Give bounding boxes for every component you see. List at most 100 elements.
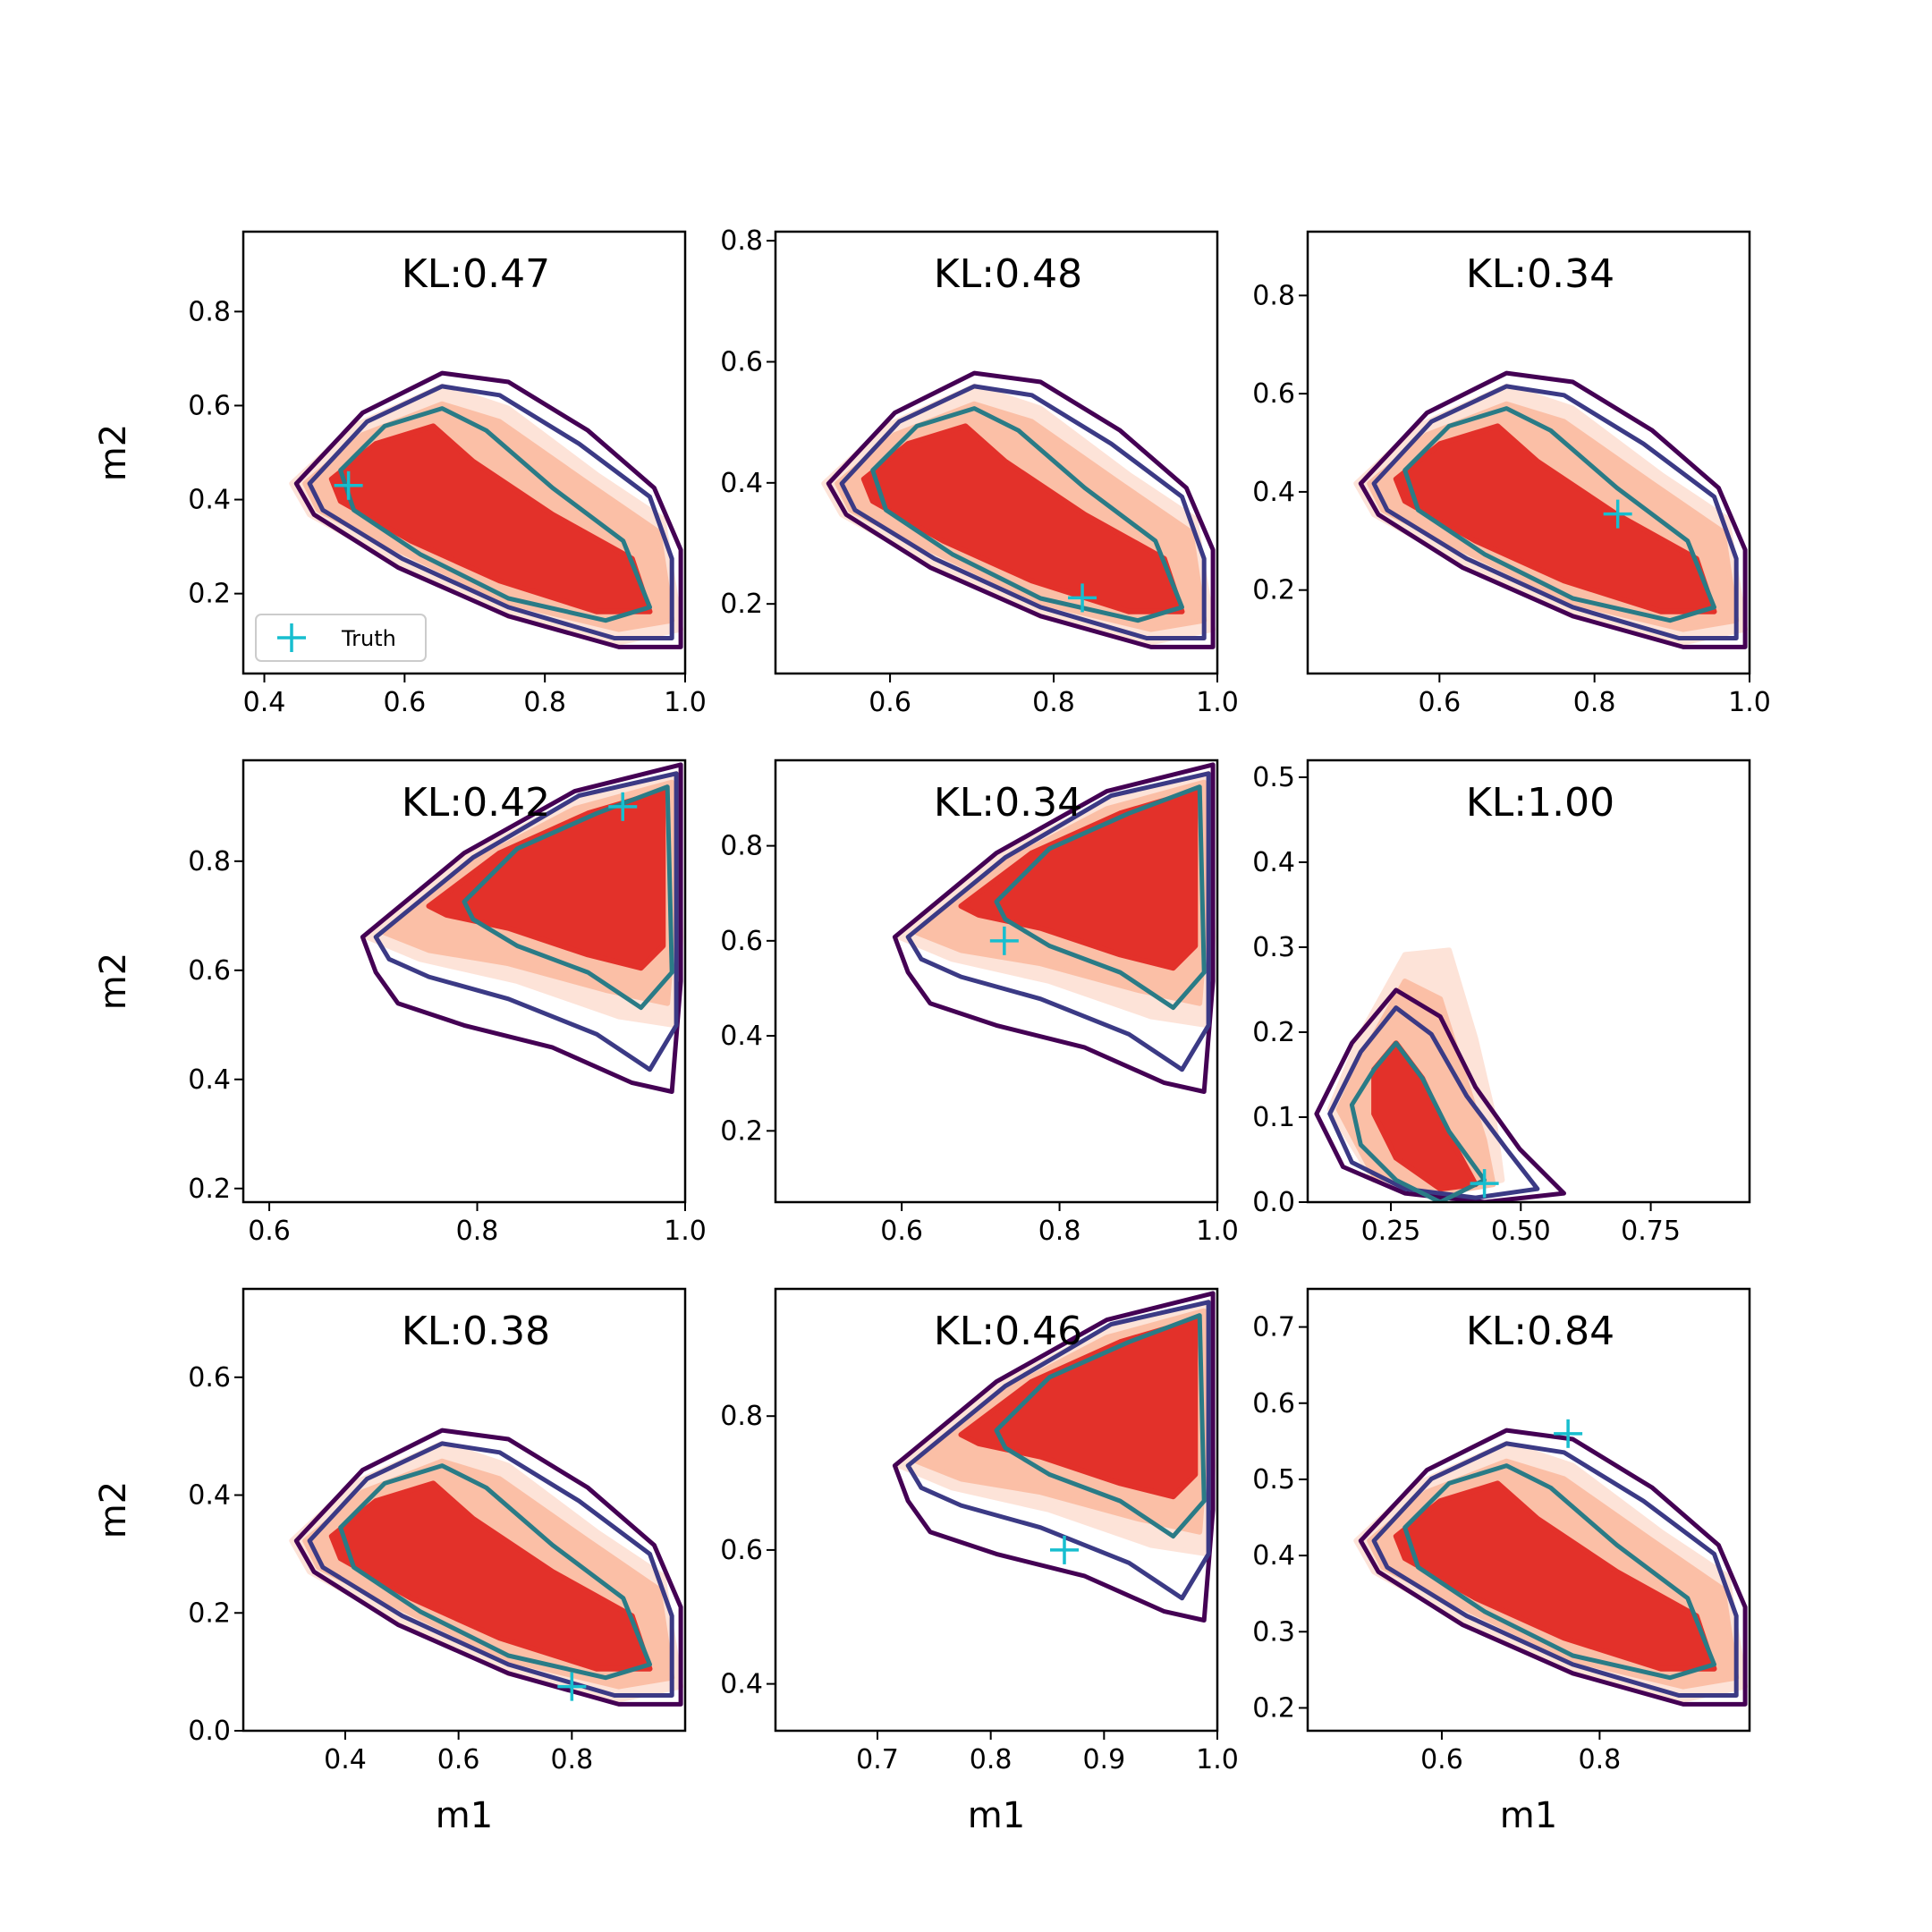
truth-marker bbox=[608, 792, 638, 821]
y-tick-label: 0.4 bbox=[720, 1021, 763, 1052]
density-contour-mid bbox=[373, 771, 679, 1072]
y-tick-label: 0.2 bbox=[188, 1597, 231, 1629]
x-tick-label: 1.0 bbox=[664, 687, 707, 718]
x-tick-label: 0.6 bbox=[1420, 1744, 1463, 1775]
density-contour-outer bbox=[892, 762, 1216, 1094]
y-tick-label: 0.5 bbox=[1252, 1464, 1295, 1496]
density-contour-inner bbox=[1402, 406, 1716, 623]
x-tick-label: 1.0 bbox=[1196, 1744, 1239, 1775]
y-tick-label: 0.4 bbox=[720, 468, 763, 499]
legend-truth-marker bbox=[277, 623, 306, 652]
y-axis-label: m2 bbox=[93, 953, 134, 1010]
y-tick-label: 0.2 bbox=[188, 579, 231, 610]
y-tick-label: 0.1 bbox=[1252, 1102, 1295, 1133]
kl-annotation: KL:0.46 bbox=[934, 1309, 1082, 1354]
y-tick-label: 0.8 bbox=[720, 225, 763, 257]
y-tick-label: 0.8 bbox=[720, 831, 763, 862]
y-tick-label: 0.8 bbox=[720, 1401, 763, 1432]
y-tick-label: 0.6 bbox=[188, 390, 231, 421]
x-tick-label: 0.50 bbox=[1491, 1216, 1551, 1247]
panel-8: 0.7 0.8 0.9 1.0 0.4 0.6 0.8 KL:0.46 m1 bbox=[720, 1287, 1239, 1836]
x-tick-label: 0.6 bbox=[869, 687, 911, 718]
panel-6: 0.25 0.50 0.75 0.0 0.1 0.2 0.3 0.4 0.5 KL:1.00 bbox=[1252, 758, 1751, 1247]
x-tick-label: 0.25 bbox=[1361, 1216, 1421, 1247]
x-tick-label: 0.8 bbox=[970, 1744, 1013, 1775]
truth-marker bbox=[1050, 1535, 1079, 1564]
density-contour-outer bbox=[892, 1291, 1216, 1623]
x-tick-label: 0.4 bbox=[324, 1744, 367, 1775]
x-tick-label: 0.8 bbox=[456, 1216, 499, 1247]
y-tick-label: 0.8 bbox=[188, 296, 231, 327]
density-contour-inner bbox=[462, 784, 674, 1011]
truth-marker bbox=[334, 470, 363, 500]
kl-annotation: KL:0.38 bbox=[402, 1309, 550, 1354]
density-contour-inner bbox=[870, 406, 1184, 623]
x-tick-label: 0.8 bbox=[1038, 1216, 1081, 1247]
y-axis-label: m2 bbox=[93, 424, 134, 481]
x-tick-label: 0.7 bbox=[856, 1744, 899, 1775]
y-tick-label: 0.2 bbox=[720, 589, 763, 620]
plot-frame bbox=[242, 758, 687, 1204]
kl-annotation: KL:0.48 bbox=[934, 251, 1082, 297]
density-contour-outer bbox=[1358, 370, 1748, 649]
y-tick-label: 0.5 bbox=[1252, 762, 1295, 793]
panel-7: 0.4 0.6 0.8 0.0 0.2 0.4 0.6 KL:0.38 m2 m1 bbox=[93, 1287, 687, 1836]
panel-4: 0.6 0.8 1.0 0.2 0.4 0.6 0.8 KL:0.42 m2 bbox=[93, 758, 707, 1247]
y-tick-label: 0.4 bbox=[1252, 477, 1295, 508]
density-contour-inner bbox=[338, 1463, 652, 1681]
y-tick-label: 0.3 bbox=[1252, 1616, 1295, 1648]
density-contour-outer bbox=[293, 1428, 683, 1707]
y-tick-label: 0.6 bbox=[720, 1535, 763, 1566]
density-contour-mid bbox=[839, 384, 1207, 640]
legend: Truth bbox=[255, 614, 427, 662]
truth-marker bbox=[1470, 1169, 1499, 1199]
y-tick-label: 0.6 bbox=[720, 926, 763, 957]
plot-frame bbox=[1306, 230, 1751, 675]
density-contour-outer bbox=[1358, 1428, 1748, 1707]
density-contour-mid bbox=[307, 1441, 674, 1698]
density-contour-inner bbox=[338, 406, 652, 623]
y-tick-label: 0.8 bbox=[188, 846, 231, 877]
density-contour-outer bbox=[293, 370, 683, 649]
density-contour-inner bbox=[994, 784, 1207, 1011]
panel-3: 0.6 0.8 1.0 0.2 0.4 0.6 0.8 KL:0.34 bbox=[1252, 230, 1771, 718]
y-tick-label: 0.7 bbox=[1252, 1312, 1295, 1343]
density-contour-outer bbox=[360, 762, 683, 1094]
density-contour-mid bbox=[1371, 384, 1739, 640]
x-tick-label: 0.9 bbox=[1082, 1744, 1125, 1775]
y-tick-label: 0.2 bbox=[720, 1115, 763, 1147]
panel-9: 0.6 0.8 0.2 0.3 0.4 0.5 0.6 0.7 KL:0.84 m1 bbox=[1252, 1287, 1751, 1836]
density-contour-outer bbox=[1314, 987, 1566, 1202]
x-tick-label: 1.0 bbox=[1196, 687, 1239, 718]
y-axis-label: m2 bbox=[93, 1481, 134, 1538]
plot-frame bbox=[1306, 758, 1751, 1204]
density-contour-mid bbox=[307, 384, 674, 640]
panel-1: 0.4 0.6 0.8 1.0 0.2 0.4 0.6 0.8 KL:0.47 m2 Truth bbox=[93, 230, 707, 718]
density-contour-inner bbox=[994, 1313, 1207, 1539]
density-contour-mid bbox=[1327, 1005, 1540, 1200]
y-tick-label: 0.2 bbox=[1252, 575, 1295, 606]
y-tick-label: 0.4 bbox=[1252, 847, 1295, 878]
density-contour-mid bbox=[1371, 1441, 1739, 1698]
panel-5: 0.6 0.8 1.0 0.2 0.4 0.6 0.8 KL:0.34 bbox=[720, 758, 1239, 1247]
density-contour-mid bbox=[905, 1300, 1211, 1601]
x-tick-label: 1.0 bbox=[1196, 1216, 1239, 1247]
kl-annotation: KL:0.34 bbox=[1466, 251, 1614, 297]
y-tick-label: 0.4 bbox=[188, 1064, 231, 1096]
kl-annotation: KL:1.00 bbox=[1466, 780, 1614, 826]
x-tick-label: 0.8 bbox=[550, 1744, 593, 1775]
y-tick-label: 0.2 bbox=[1252, 1017, 1295, 1048]
x-axis-label: m1 bbox=[436, 1795, 493, 1836]
kl-annotation: KL:0.47 bbox=[402, 251, 550, 297]
y-tick-label: 0.6 bbox=[720, 346, 763, 377]
x-tick-label: 0.8 bbox=[1032, 687, 1075, 718]
kl-annotation: KL:0.84 bbox=[1466, 1309, 1614, 1354]
plot-frame bbox=[1306, 1287, 1751, 1733]
density-contour-inner bbox=[1402, 1463, 1716, 1681]
y-tick-label: 0.6 bbox=[1252, 378, 1295, 410]
x-tick-label: 0.6 bbox=[383, 687, 426, 718]
density-contour-outer bbox=[826, 370, 1216, 649]
x-axis-label: m1 bbox=[968, 1795, 1025, 1836]
kl-annotation: KL:0.34 bbox=[934, 780, 1082, 826]
